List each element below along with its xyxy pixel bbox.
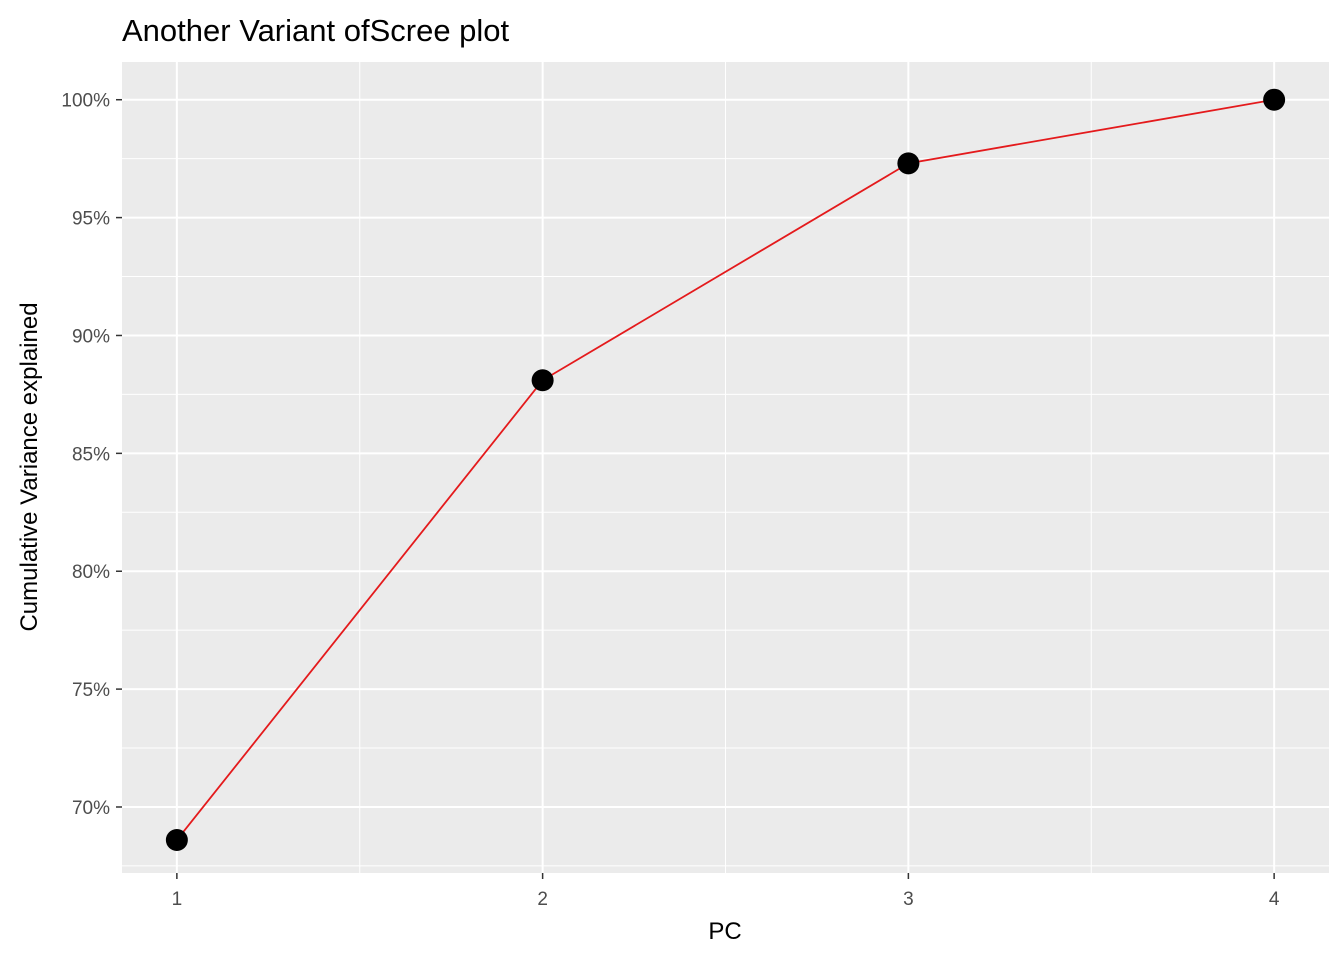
series-line [176,98,1275,841]
chart-title: Another Variant ofScree plot [122,13,510,48]
y-tick-label: 95% [72,209,110,230]
y-axis: 70% 75% 80% 85% 90% 95% 100% [61,91,122,819]
data-point [897,152,920,175]
x-tick-label: 1 [172,889,183,910]
y-tick-label: 70% [72,798,110,819]
data-point [531,369,554,392]
minor-gridlines [122,62,1329,873]
y-tick-label: 75% [72,680,110,701]
data-point [1263,88,1286,111]
major-gridlines [122,62,1329,873]
y-tick-label: 100% [61,91,110,112]
x-tick-label: 4 [1269,889,1280,910]
series-line-group [176,98,1275,841]
x-axis: 1 2 3 4 [172,873,1280,910]
x-axis-title: PC [708,918,741,945]
y-tick-label: 80% [72,562,110,583]
y-tick-label: 85% [72,444,110,465]
data-points [165,88,1286,851]
y-axis-title: Cumulative Variance explained [16,302,43,631]
x-tick-label: 2 [537,889,548,910]
y-tick-label: 90% [72,326,110,347]
x-tick-label: 3 [903,889,914,910]
data-point [165,828,188,851]
